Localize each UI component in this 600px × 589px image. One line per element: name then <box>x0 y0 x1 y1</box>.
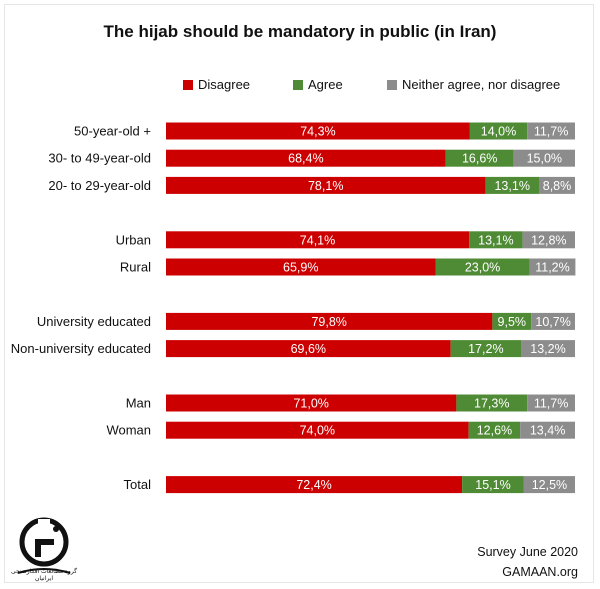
data-label-neither: 10,7% <box>535 315 570 329</box>
data-label-agree: 23,0% <box>465 261 500 275</box>
bar-segment-agree <box>450 340 522 358</box>
legend-label-disagree: Disagree <box>198 77 251 92</box>
bar-segment-neither <box>527 394 575 412</box>
data-label-agree: 17,3% <box>474 397 509 411</box>
data-label-disagree: 68,4% <box>288 152 323 166</box>
legend-swatch-neither <box>387 79 397 90</box>
chart-frame <box>4 4 594 583</box>
data-label-neither: 13,2% <box>530 342 565 356</box>
logo-subtitle: گروه مطالعات افکارسنجی ایرانیان <box>11 569 77 582</box>
data-label-neither: 11,2% <box>535 261 570 275</box>
legend-item-disagree: Disagree <box>183 77 250 92</box>
category-label: University educated <box>37 314 151 329</box>
bar-segment-agree <box>485 176 540 194</box>
data-label-neither: 12,5% <box>532 478 567 492</box>
data-label-neither: 11,7% <box>534 125 569 139</box>
bar-segment-agree <box>445 149 514 167</box>
bar-segment-disagree <box>166 340 451 358</box>
bar-segment-neither <box>539 176 575 194</box>
footer-survey-date: Survey June 2020 <box>477 545 578 559</box>
bar-segment-agree <box>435 258 530 276</box>
category-label: 50-year-old + <box>74 124 151 139</box>
legend-label-agree: Agree <box>308 77 343 92</box>
bar-segment-disagree <box>166 122 470 140</box>
legend-swatch-agree <box>293 79 303 90</box>
gamaan-logo-icon <box>17 517 71 574</box>
category-label: 20- to 29-year-old <box>48 178 151 193</box>
legend: Disagree Agree Neither agree, nor disagr… <box>0 77 600 95</box>
category-label: Man <box>126 396 151 411</box>
data-label-agree: 12,6% <box>477 424 512 438</box>
legend-item-neither: Neither agree, nor disagree <box>387 77 560 92</box>
legend-label-neither: Neither agree, nor disagree <box>402 77 561 92</box>
data-label-disagree: 71,0% <box>293 397 328 411</box>
data-label-neither: 8,8% <box>543 179 572 193</box>
category-label: 30- to 49-year-old <box>48 151 151 166</box>
data-label-agree: 9,5% <box>498 315 527 329</box>
data-label-disagree: 72,4% <box>296 478 331 492</box>
data-label-disagree: 74,3% <box>300 125 335 139</box>
data-label-agree: 17,2% <box>468 342 503 356</box>
bar-segment-neither <box>529 258 576 276</box>
footer-site: GAMAAN.org <box>502 565 578 579</box>
bar-segment-agree <box>456 394 528 412</box>
category-label: Rural <box>120 260 151 275</box>
bar-segment-disagree <box>166 258 436 276</box>
data-label-disagree: 69,6% <box>291 342 326 356</box>
data-label-agree: 13,1% <box>478 233 513 247</box>
bar-segment-disagree <box>166 149 446 167</box>
bar-segment-neither <box>513 149 575 167</box>
data-label-agree: 15,1% <box>475 478 510 492</box>
data-label-disagree: 79,8% <box>311 315 346 329</box>
legend-item-agree: Agree <box>293 77 343 92</box>
data-label-agree: 14,0% <box>481 125 516 139</box>
bar-segment-agree <box>468 421 521 439</box>
bar-segment-disagree <box>166 394 457 412</box>
bar-segment-neither <box>522 231 575 249</box>
bar-segment-disagree <box>166 176 486 194</box>
bar-segment-agree <box>469 231 523 249</box>
bar-segment-agree <box>469 122 528 140</box>
data-label-neither: 15,0% <box>527 152 562 166</box>
bar-segment-neither <box>521 340 575 358</box>
data-label-disagree: 65,9% <box>283 261 318 275</box>
bar-segment-agree <box>462 476 524 494</box>
data-label-neither: 11,7% <box>534 397 569 411</box>
data-label-agree: 16,6% <box>462 152 497 166</box>
data-label-neither: 12,8% <box>531 233 566 247</box>
bar-segment-agree <box>492 312 532 330</box>
category-label: Total <box>124 477 152 492</box>
bar-segment-disagree <box>166 476 463 494</box>
bar-segment-disagree <box>166 312 493 330</box>
bar-segment-neither <box>531 312 575 330</box>
category-label: Urban <box>116 232 151 247</box>
category-label: Non-university educated <box>11 341 151 356</box>
bar-segment-disagree <box>166 231 470 249</box>
bar-segment-disagree <box>166 421 469 439</box>
data-label-disagree: 74,0% <box>300 424 335 438</box>
data-label-disagree: 74,1% <box>300 233 335 247</box>
bar-segment-neither <box>527 122 575 140</box>
legend-swatch-disagree <box>183 79 193 90</box>
bar-segment-neither <box>520 421 575 439</box>
chart-title: The hijab should be mandatory in public … <box>103 22 497 41</box>
data-label-agree: 13,1% <box>494 179 529 193</box>
data-label-disagree: 78,1% <box>308 179 343 193</box>
bar-segment-neither <box>523 476 575 494</box>
category-label: Woman <box>106 423 151 438</box>
data-label-neither: 13,4% <box>530 424 565 438</box>
